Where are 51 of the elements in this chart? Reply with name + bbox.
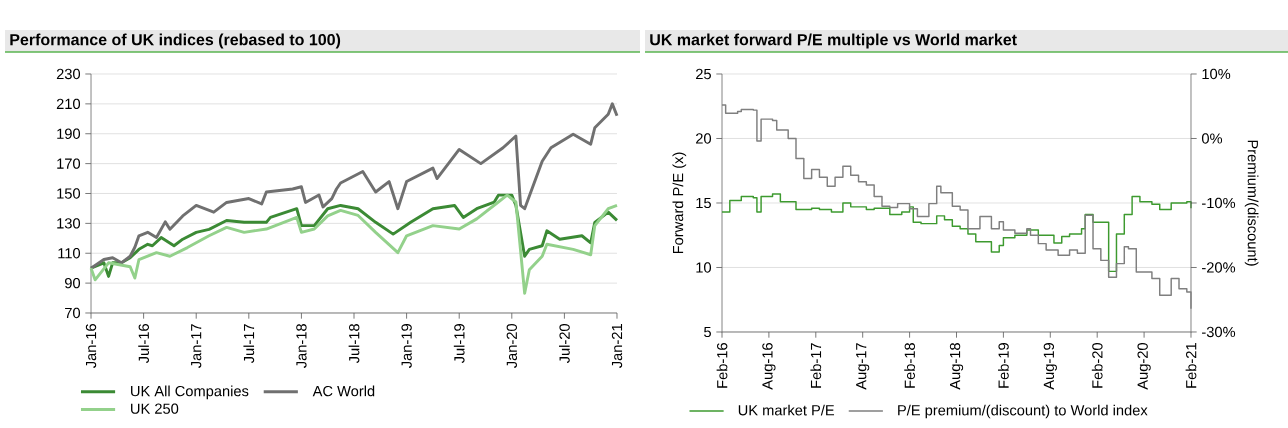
x-tick-label: Aug-17 — [856, 343, 870, 390]
y2-tick-label: -30% — [1202, 326, 1236, 338]
x-tick-label: Feb-20 — [1091, 342, 1103, 388]
y2-tick-label: 0% — [1201, 133, 1223, 144]
y2-axis-title: Premium/(discount) — [1244, 140, 1259, 266]
y-tick-label: 230 — [56, 68, 81, 80]
x-tick-label: Jan-17 — [191, 324, 202, 368]
chart-title: Performance of UK indices (rebased to 100) — [10, 33, 341, 49]
y-tick-label: 170 — [57, 158, 81, 169]
y-tick-label: 110 — [58, 248, 81, 259]
x-tick-label: Aug-18 — [949, 343, 964, 390]
legend-label: UK 250 — [131, 403, 179, 414]
x-tick-label: Feb-16 — [716, 343, 728, 388]
y-tick-label: 70 — [65, 307, 81, 319]
y2-tick-label: -20% — [1202, 262, 1236, 273]
y-tick-label: 150 — [57, 188, 81, 199]
y-tick-label: 90 — [65, 277, 81, 289]
x-tick-label: Jul-19 — [453, 324, 465, 364]
x-tick-label: Feb-18 — [904, 343, 915, 388]
x-tick-label: Jan-21 — [611, 324, 623, 368]
legend-label: AC World — [312, 385, 375, 397]
x-tick-label: Jan-20 — [506, 323, 517, 368]
x-tick-label: Jul-18 — [348, 324, 360, 364]
y-tick-label: 25 — [696, 68, 711, 80]
y-tick-label: 210 — [56, 98, 81, 110]
x-tick-label: Jan-16 — [85, 324, 97, 368]
x-tick-label: Jul-17 — [243, 324, 255, 364]
x-tick-label: Feb-19 — [998, 343, 1009, 388]
legend-label: P/E premium/(discount) to World index — [898, 404, 1148, 419]
x-tick-label: Jan-18 — [296, 324, 307, 368]
y-tick-label: 5 — [704, 326, 711, 338]
chart-title: UK market forward P/E multiple vs World market — [650, 33, 1017, 49]
legend-label: UK All Companies — [131, 385, 249, 400]
y2-tick-label: -10% — [1202, 197, 1236, 209]
y-tick-label: 20 — [696, 133, 712, 144]
y-tick-label: 130 — [57, 218, 81, 229]
y-tick-label: 190 — [57, 128, 81, 139]
line-series — [89, 193, 619, 295]
x-tick-label: Jan-19 — [401, 324, 412, 368]
legend-label: UK market P/E — [738, 404, 835, 416]
y-tick-label: 15 — [696, 197, 711, 209]
x-tick-label: Aug-19 — [1043, 343, 1057, 390]
x-tick-label: Aug-20 — [1137, 342, 1151, 390]
x-tick-label: Jul-16 — [138, 324, 150, 364]
x-tick-label: Jul-20 — [559, 323, 570, 364]
y-axis-title: Forward P/E (x) — [672, 152, 687, 254]
x-tick-label: Feb-21 — [1185, 343, 1197, 388]
x-tick-label: Feb-17 — [810, 343, 822, 388]
y2-tick-label: 10% — [1202, 68, 1231, 80]
x-tick-label: Aug-16 — [762, 343, 776, 390]
y-tick-label: 10 — [696, 262, 712, 273]
